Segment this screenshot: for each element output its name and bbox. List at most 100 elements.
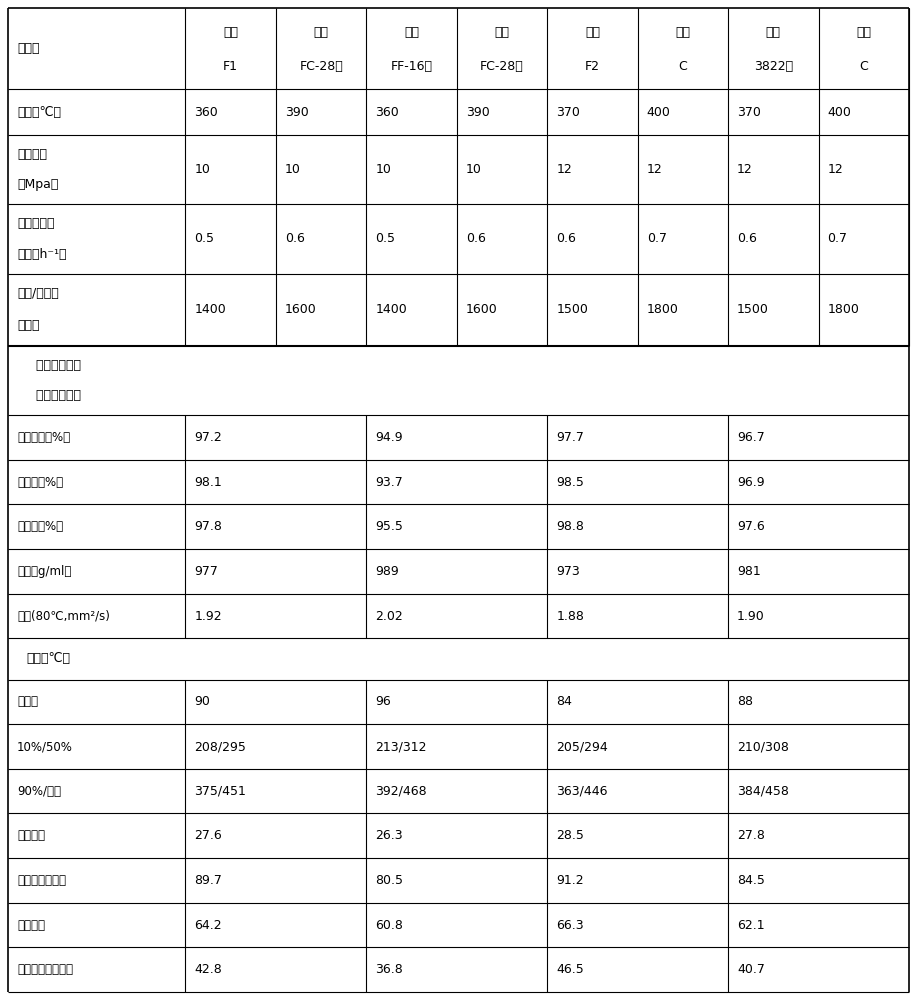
Text: 27.8: 27.8 [737,829,765,842]
Text: 柴油馏分十六烷值: 柴油馏分十六烷值 [17,963,73,976]
Text: 60.8: 60.8 [375,919,403,932]
Text: 28.5: 28.5 [557,829,584,842]
Text: 0.6: 0.6 [737,232,757,245]
Text: 88: 88 [737,695,753,708]
Text: 1.88: 1.88 [557,610,584,623]
Text: 400: 400 [646,106,670,119]
Text: 脱硫率（%）: 脱硫率（%） [17,476,63,489]
Text: 10%/50%: 10%/50% [17,740,72,753]
Text: 0.7: 0.7 [827,232,847,245]
Text: 脱氮率（%）: 脱氮率（%） [17,520,63,533]
Text: 0.6: 0.6 [285,232,304,245]
Text: 360: 360 [375,106,399,119]
Text: 96: 96 [375,695,392,708]
Text: 10: 10 [466,163,481,176]
Text: 1600: 1600 [466,303,498,316]
Text: 97.2: 97.2 [194,431,222,444]
Text: 40.7: 40.7 [737,963,765,976]
Text: 10: 10 [375,163,392,176]
Text: 26.3: 26.3 [375,829,403,842]
Text: 脱残炭率（%）: 脱残炭率（%） [17,431,70,444]
Text: 自制: 自制 [585,26,600,39]
Text: 汽油馏分辛烷值: 汽油馏分辛烷值 [17,874,66,887]
Text: 商品: 商品 [766,26,781,39]
Text: 384/458: 384/458 [737,785,789,798]
Text: 973: 973 [557,565,580,578]
Text: 98.8: 98.8 [557,520,584,533]
Text: 商品: 商品 [494,26,510,39]
Text: 12: 12 [827,163,844,176]
Text: 12: 12 [557,163,572,176]
Text: 0.5: 0.5 [375,232,395,245]
Text: 93.7: 93.7 [375,476,403,489]
Text: 1.92: 1.92 [194,610,222,623]
Text: 94.9: 94.9 [375,431,403,444]
Text: 12: 12 [646,163,662,176]
Text: 46.5: 46.5 [557,963,584,976]
Text: 0.6: 0.6 [557,232,576,245]
Text: 初馏点: 初馏点 [17,695,38,708]
Text: 97.6: 97.6 [737,520,765,533]
Text: 10: 10 [194,163,210,176]
Text: 42.8: 42.8 [194,963,222,976]
Text: FF-16型: FF-16型 [391,60,433,73]
Text: 84: 84 [557,695,572,708]
Text: 370: 370 [737,106,761,119]
Text: C: C [679,60,687,73]
Text: 96.7: 96.7 [737,431,765,444]
Text: 1400: 1400 [194,303,226,316]
Text: 210/308: 210/308 [737,740,789,753]
Text: （Mpa）: （Mpa） [17,178,59,191]
Text: 360: 360 [194,106,218,119]
Text: 98.1: 98.1 [194,476,222,489]
Text: 自制: 自制 [676,26,691,39]
Text: 90%/干点: 90%/干点 [17,785,61,798]
Text: 0.7: 0.7 [646,232,667,245]
Text: 205/294: 205/294 [557,740,608,753]
Text: 66.3: 66.3 [557,919,584,932]
Text: 27.6: 27.6 [194,829,222,842]
Text: 977: 977 [194,565,218,578]
Text: 390: 390 [285,106,309,119]
Text: 90: 90 [194,695,210,708]
Text: 989: 989 [375,565,399,578]
Text: 12: 12 [737,163,753,176]
Text: 89.7: 89.7 [194,874,222,887]
Text: 馏程（℃）: 馏程（℃） [26,652,70,665]
Text: 加氢效果及产: 加氢效果及产 [28,359,81,372]
Text: 98.5: 98.5 [557,476,584,489]
Text: 商品: 商品 [404,26,419,39]
Text: 体积比: 体积比 [17,319,39,332]
Text: 981: 981 [737,565,761,578]
Text: FC-28型: FC-28型 [481,60,524,73]
Text: 96.9: 96.9 [737,476,765,489]
Text: 催化剂: 催化剂 [17,42,39,55]
Text: 80.5: 80.5 [375,874,403,887]
Text: 213/312: 213/312 [375,740,427,753]
Text: 1500: 1500 [557,303,588,316]
Text: 自制: 自制 [223,26,238,39]
Text: 2.02: 2.02 [375,610,403,623]
Text: 汽油收率: 汽油收率 [17,829,45,842]
Text: 392/468: 392/468 [375,785,427,798]
Text: 品油主要性质: 品油主要性质 [28,389,81,402]
Text: 氢气压力: 氢气压力 [17,148,47,161]
Text: 1500: 1500 [737,303,769,316]
Text: 原料油体积: 原料油体积 [17,217,54,230]
Text: 空速（h⁻¹）: 空速（h⁻¹） [17,248,67,261]
Text: 3822型: 3822型 [754,60,793,73]
Text: 64.2: 64.2 [194,919,222,932]
Text: 10: 10 [285,163,301,176]
Text: 1800: 1800 [827,303,859,316]
Text: 氢气/原料油: 氢气/原料油 [17,287,59,300]
Text: 0.5: 0.5 [194,232,215,245]
Text: 温度（℃）: 温度（℃） [17,106,61,119]
Text: 95.5: 95.5 [375,520,403,533]
Text: 柴油收率: 柴油收率 [17,919,45,932]
Text: 1600: 1600 [285,303,316,316]
Text: 370: 370 [557,106,580,119]
Text: 400: 400 [827,106,852,119]
Text: 97.8: 97.8 [194,520,222,533]
Text: 密度（g/ml）: 密度（g/ml） [17,565,72,578]
Text: C: C [859,60,868,73]
